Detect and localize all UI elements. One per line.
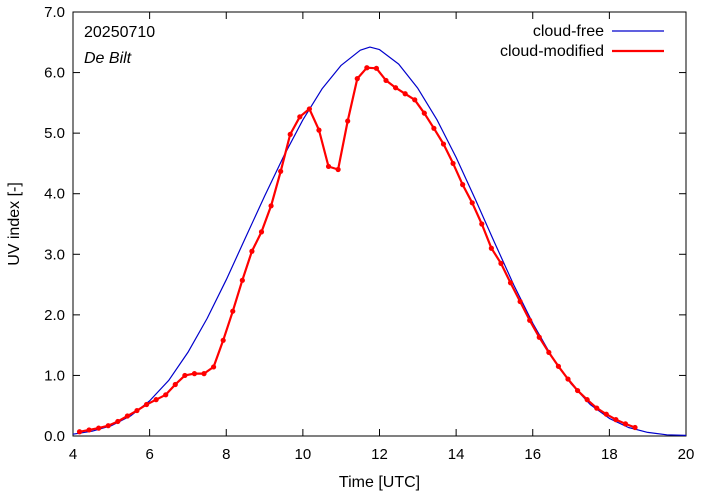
data-point [469, 200, 475, 206]
data-point [613, 417, 619, 423]
data-point [335, 166, 341, 173]
axis-ticks: 4 6 8 10 12 14 16 18 20 0.0 1.0 2.0 3.0 4.0 5.0 6.0 7.0 [44, 4, 694, 463]
x-tick-label: 6 [145, 446, 153, 463]
data-point [153, 397, 159, 403]
data-point [603, 411, 609, 417]
data-point [325, 163, 332, 170]
date-annotation: 20250710 [84, 24, 155, 41]
data-point [268, 203, 274, 209]
legend-label-cloud-modified: cloud-modified [500, 43, 604, 60]
plot-frame [72, 11, 687, 437]
y-tick-label: 5.0 [44, 125, 65, 142]
data-point [278, 168, 284, 174]
data-point [287, 131, 293, 137]
data-point [249, 248, 255, 254]
data-point [163, 392, 169, 398]
data-point [373, 65, 380, 71]
data-point [498, 260, 504, 266]
data-point [431, 125, 437, 131]
data-point [479, 221, 485, 227]
y-tick-label: 6.0 [44, 65, 65, 82]
x-tick-label: 20 [678, 446, 695, 463]
y-axis-title: UV index [-] [6, 182, 23, 266]
legend: cloud-free cloud-modified [500, 23, 664, 60]
data-point [450, 160, 456, 167]
data-point [316, 127, 322, 133]
data-point [345, 118, 351, 124]
data-point [383, 77, 389, 84]
station-annotation: De Bilt [84, 50, 132, 67]
data-point [536, 334, 542, 340]
data-point [421, 110, 427, 116]
data-point [565, 376, 571, 382]
data-point [306, 106, 312, 112]
data-point [201, 371, 207, 377]
data-point [239, 277, 245, 283]
series-line-0 [72, 46, 687, 436]
data-point [460, 182, 466, 188]
data-point [76, 429, 83, 435]
data-point [574, 387, 581, 394]
series-layer [72, 46, 687, 436]
data-point [211, 364, 217, 370]
data-point [105, 423, 111, 429]
plot-area [72, 11, 687, 437]
data-point [622, 421, 629, 427]
x-tick-label: 4 [69, 446, 77, 463]
x-tick-label: 16 [524, 446, 541, 463]
data-point [507, 280, 514, 286]
data-point [258, 229, 265, 235]
data-point [172, 381, 178, 388]
data-point [392, 85, 399, 91]
data-point [440, 141, 447, 147]
data-point [297, 114, 303, 120]
data-point [115, 418, 121, 425]
x-tick-label: 14 [448, 446, 465, 463]
x-tick-label: 8 [222, 446, 230, 463]
x-tick-label: 12 [371, 446, 388, 463]
data-point [555, 363, 562, 369]
data-point [594, 405, 600, 411]
data-point [364, 65, 370, 71]
y-tick-label: 4.0 [44, 186, 65, 203]
data-point [182, 372, 188, 379]
data-point [527, 317, 533, 323]
x-tick-label: 18 [601, 446, 618, 463]
data-point [86, 427, 92, 433]
data-point [96, 425, 102, 431]
series-line-1 [79, 66, 636, 433]
data-point [354, 76, 360, 82]
data-point [546, 349, 552, 356]
data-point [134, 407, 140, 414]
data-point [230, 308, 236, 314]
y-tick-label: 7.0 [44, 4, 65, 21]
data-point [220, 337, 226, 343]
data-point [143, 401, 150, 408]
data-point [517, 298, 523, 305]
legend-label-cloud-free: cloud-free [533, 23, 604, 40]
data-point [632, 424, 638, 431]
x-axis-title: Time [UTC] [339, 474, 420, 491]
data-point [488, 245, 494, 251]
y-tick-label: 1.0 [44, 367, 65, 384]
data-point [191, 371, 198, 377]
x-tick-label: 10 [295, 446, 312, 463]
y-tick-label: 3.0 [44, 246, 65, 263]
y-tick-label: 0.0 [44, 428, 65, 445]
data-point [124, 413, 131, 419]
y-tick-label: 2.0 [44, 307, 65, 324]
data-point [584, 397, 590, 403]
data-point [412, 97, 418, 103]
data-point [402, 91, 408, 97]
